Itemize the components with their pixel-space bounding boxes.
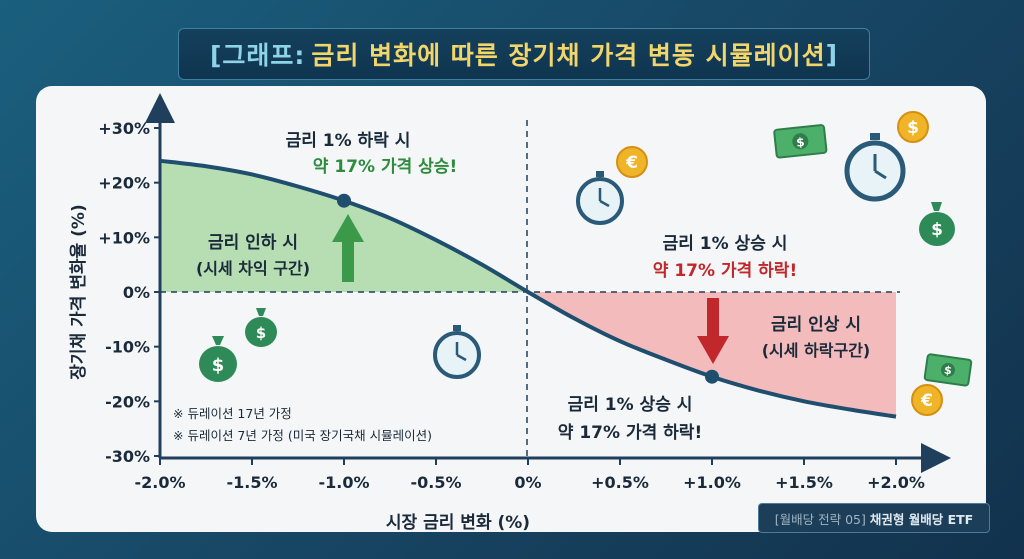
money-bag-icon: $ [245, 308, 277, 347]
x-tick-label: +0.5% [591, 473, 649, 492]
y-tick-label: -10% [105, 338, 150, 357]
down-arrow [697, 298, 729, 364]
rise-annotation-line2: 약 17% 가격 하락! [653, 260, 797, 281]
footer-badge-series: [월배당 전략 05] [774, 511, 866, 527]
svg-text:$: $ [212, 355, 225, 376]
price-curve [159, 158, 897, 419]
svg-text:€: € [625, 153, 638, 173]
footer-badge-topic: 채권형 월배당 ETF [869, 511, 974, 527]
footer-badge: [월배당 전략 05] 채권형 월배당 ETF [758, 503, 990, 533]
stopwatch-icon [844, 133, 906, 202]
svg-text:$: $ [796, 135, 806, 150]
money-bag-icon: $ [199, 336, 237, 382]
stopwatch-icon [433, 325, 481, 379]
x-tick-label: 0% [514, 473, 541, 492]
up-arrow [332, 214, 364, 282]
x-tick-label: -1.0% [318, 473, 369, 492]
svg-text:$: $ [931, 220, 943, 240]
curve-marker-point [705, 369, 719, 384]
y-tick-label: +10% [98, 228, 150, 247]
page-title: [그래프: 금리 변화에 따른 장기채 가격 변동 시뮬레이션 ] [179, 29, 869, 79]
hike-zone-line2: (시세 하락구간) [762, 341, 871, 360]
note-2: ※ 듀레이션 7년 가정 (미국 장기국채 시뮬레이션) [173, 428, 432, 443]
x-axis-label: 시장 금리 변화 (%) [386, 513, 530, 533]
x-tick-label: +1.5% [775, 473, 833, 492]
title-main: 금리 변화에 따른 장기채 가격 변동 시뮬레이션 [311, 41, 826, 70]
banknote-icon: $ [773, 124, 828, 159]
cut-zone-line2: (시세 차익 구간) [196, 259, 310, 278]
y-tick-label: -30% [105, 447, 150, 466]
y-tick-label: -20% [105, 392, 150, 411]
rise2-annotation-line1: 금리 1% 상승 시 [568, 395, 693, 415]
title-suffix: ] [825, 39, 839, 69]
x-tick-label: +1.0% [683, 473, 741, 492]
svg-text:$: $ [907, 118, 919, 138]
curve-marker-point [337, 193, 351, 208]
euro-coin-icon: € [911, 384, 943, 416]
banknote-icon: $ [923, 353, 973, 387]
x-tick-label: -0.5% [410, 473, 461, 492]
svg-text:$: $ [256, 324, 266, 342]
stopwatch-icon [576, 171, 624, 225]
euro-coin-icon: € [616, 146, 648, 178]
y-tick-label: 0% [123, 283, 150, 302]
drop-annotation-line2: 약 17% 가격 상승! [313, 156, 457, 177]
y-tick-label: +20% [98, 174, 150, 193]
title-bar: [그래프: 금리 변화에 따른 장기채 가격 변동 시뮬레이션 ] [178, 28, 870, 80]
y-axis-label: 장기채 가격 변화율 (%) [69, 204, 89, 379]
title-prefix: [그래프: [209, 41, 306, 70]
hike-zone-line1: 금리 인상 시 [771, 315, 861, 335]
svg-text:$: $ [943, 363, 952, 377]
x-tick-label: +2.0% [867, 473, 925, 492]
rise-annotation-line1: 금리 1% 상승 시 [663, 234, 788, 254]
drop-annotation-line1: 금리 1% 하락 시 [286, 131, 411, 151]
x-tick-label: -2.0% [134, 473, 185, 492]
y-tick-label: +30% [98, 119, 150, 138]
dollar-coin-icon: $ [897, 111, 929, 143]
note-1: ※ 듀레이션 17년 가정 [173, 406, 292, 421]
cut-zone-line1: 금리 인하 시 [208, 233, 298, 253]
rise2-annotation-line2: 약 17% 가격 하락! [558, 422, 702, 443]
money-bag-icon: $ [919, 202, 955, 246]
svg-text:€: € [920, 391, 933, 411]
x-tick-label: -1.5% [226, 473, 277, 492]
